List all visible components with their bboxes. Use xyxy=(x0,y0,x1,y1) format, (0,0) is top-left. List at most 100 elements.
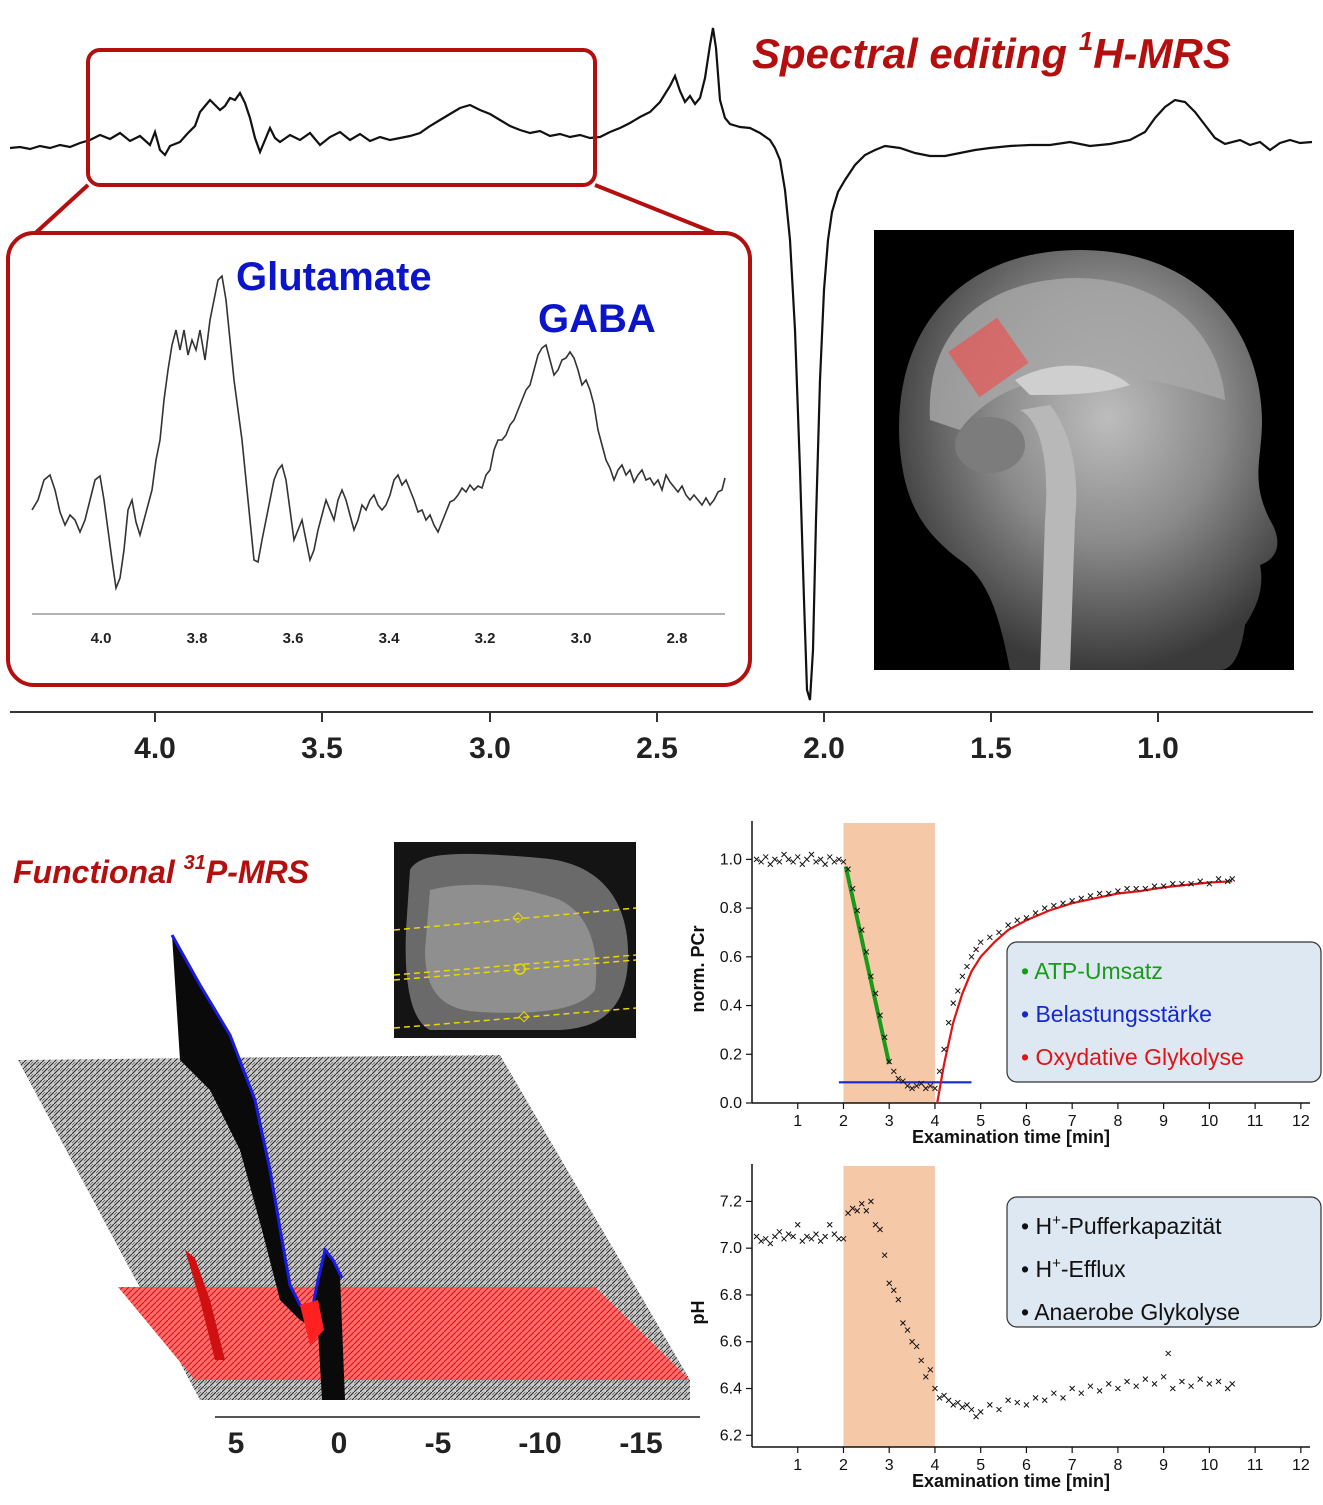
data-point xyxy=(845,866,851,872)
x-tick-label: 8 xyxy=(1113,1113,1122,1130)
x-tick-label: 5 xyxy=(976,1113,985,1130)
data-point xyxy=(753,1233,760,1240)
x-tick-label: 5 xyxy=(976,1457,985,1474)
data-point xyxy=(817,856,824,863)
data-point xyxy=(996,929,1002,936)
waterfall-x-ticks: 5 0 -5 -10 -15 xyxy=(228,1427,663,1460)
data-point xyxy=(964,1402,970,1408)
data-point xyxy=(845,1210,851,1216)
data-point xyxy=(950,1402,957,1408)
y-tick-label: 1.0 xyxy=(720,851,742,868)
data-point xyxy=(954,988,961,994)
data-point xyxy=(996,1406,1002,1413)
waterfall-tick-label: -15 xyxy=(619,1427,662,1460)
data-point xyxy=(790,858,797,865)
data-point xyxy=(932,1085,938,1092)
data-point xyxy=(868,1198,874,1205)
leg-mri-image xyxy=(393,842,637,1038)
data-point xyxy=(941,1046,947,1053)
data-point xyxy=(822,1233,829,1240)
data-point xyxy=(858,927,865,933)
data-point xyxy=(808,851,815,858)
data-point xyxy=(936,1068,943,1075)
data-point xyxy=(804,1233,810,1240)
data-point xyxy=(868,973,874,980)
data-point xyxy=(1041,905,1048,911)
x-tick-label: 1 xyxy=(793,1457,802,1474)
x-tick-label: 12 xyxy=(1292,1113,1310,1130)
legend-box xyxy=(1006,1196,1322,1328)
inset-tick-label: 3.6 xyxy=(283,630,304,647)
top-tick-label: 1.0 xyxy=(1137,732,1179,765)
shaded-interval xyxy=(843,1166,935,1447)
fit-line xyxy=(843,866,892,1065)
data-point xyxy=(1215,876,1222,882)
data-point xyxy=(849,1205,856,1212)
data-point xyxy=(1169,1385,1176,1392)
data-point xyxy=(863,949,870,955)
x-tick-label: 3 xyxy=(885,1457,894,1474)
data-point xyxy=(904,1327,911,1333)
data-point xyxy=(1179,880,1185,887)
data-point xyxy=(872,1221,879,1228)
data-point xyxy=(1096,890,1103,897)
data-point xyxy=(1078,1390,1085,1397)
x-tick-label: 12 xyxy=(1292,1457,1310,1474)
data-point xyxy=(964,963,970,970)
data-point xyxy=(968,1406,975,1413)
data-point xyxy=(854,1207,861,1214)
data-point xyxy=(1188,880,1194,887)
data-point xyxy=(1142,885,1149,892)
x-tick-label: 10 xyxy=(1200,1457,1218,1474)
data-point xyxy=(1051,1390,1057,1397)
data-point xyxy=(1069,1385,1076,1392)
data-point xyxy=(831,1231,838,1237)
data-point xyxy=(785,1231,792,1237)
data-point xyxy=(1179,1378,1185,1385)
brain-mri-image xyxy=(874,230,1294,670)
waterfall-plot xyxy=(18,934,690,1400)
inset-tick-label: 3.2 xyxy=(475,630,496,647)
data-point xyxy=(927,1083,934,1089)
y-axis-title: pH xyxy=(688,1301,708,1325)
data-point xyxy=(895,1296,902,1303)
data-point xyxy=(762,854,769,860)
top-tick-label: 3.5 xyxy=(301,732,343,765)
data-point xyxy=(817,1238,824,1245)
waterfall-tick-label: -10 xyxy=(518,1427,561,1460)
data-point xyxy=(1124,1378,1130,1385)
data-point xyxy=(781,851,787,858)
top-tick-label: 2.5 xyxy=(636,732,678,765)
x-tick-label: 4 xyxy=(930,1457,939,1474)
y-tick-label: 6.6 xyxy=(720,1334,742,1351)
data-point xyxy=(900,1078,906,1084)
data-point xyxy=(986,934,993,941)
x-tick-label: 11 xyxy=(1247,1457,1264,1474)
data-point xyxy=(886,1280,893,1287)
data-point xyxy=(1215,1378,1222,1385)
inset-tick-label: 3.8 xyxy=(187,630,208,647)
data-point xyxy=(1151,883,1158,890)
data-point xyxy=(913,1343,920,1350)
data-point xyxy=(945,1019,952,1026)
data-point xyxy=(890,1068,897,1075)
data-point xyxy=(836,1235,842,1242)
data-point xyxy=(1014,917,1021,924)
y-tick-label: 7.2 xyxy=(720,1193,742,1210)
data-point xyxy=(1124,885,1130,892)
top-tick-label: 2.0 xyxy=(803,732,845,765)
zoom-line-right xyxy=(594,183,716,235)
x-tick-label: 2 xyxy=(839,1457,848,1474)
data-point xyxy=(1224,1385,1231,1392)
data-point xyxy=(1060,900,1066,907)
legend-entry: • H+-Pufferkapazität xyxy=(1021,1212,1222,1239)
data-point xyxy=(1105,890,1112,897)
x-tick-label: 9 xyxy=(1159,1113,1168,1130)
ph-chart: 1 2 3 4 5 6 7 8 9 10 11 126.26.46.66.87.07.2Examina… xyxy=(688,1164,1322,1491)
legend-entry: • Oxydative Glykolyse xyxy=(1021,1044,1244,1070)
data-point xyxy=(854,907,861,914)
data-point xyxy=(904,1083,911,1089)
bottom-left-title: Functional 31P-MRS xyxy=(13,852,310,890)
top-tick-label: 4.0 xyxy=(134,732,176,765)
data-point xyxy=(858,1200,865,1207)
